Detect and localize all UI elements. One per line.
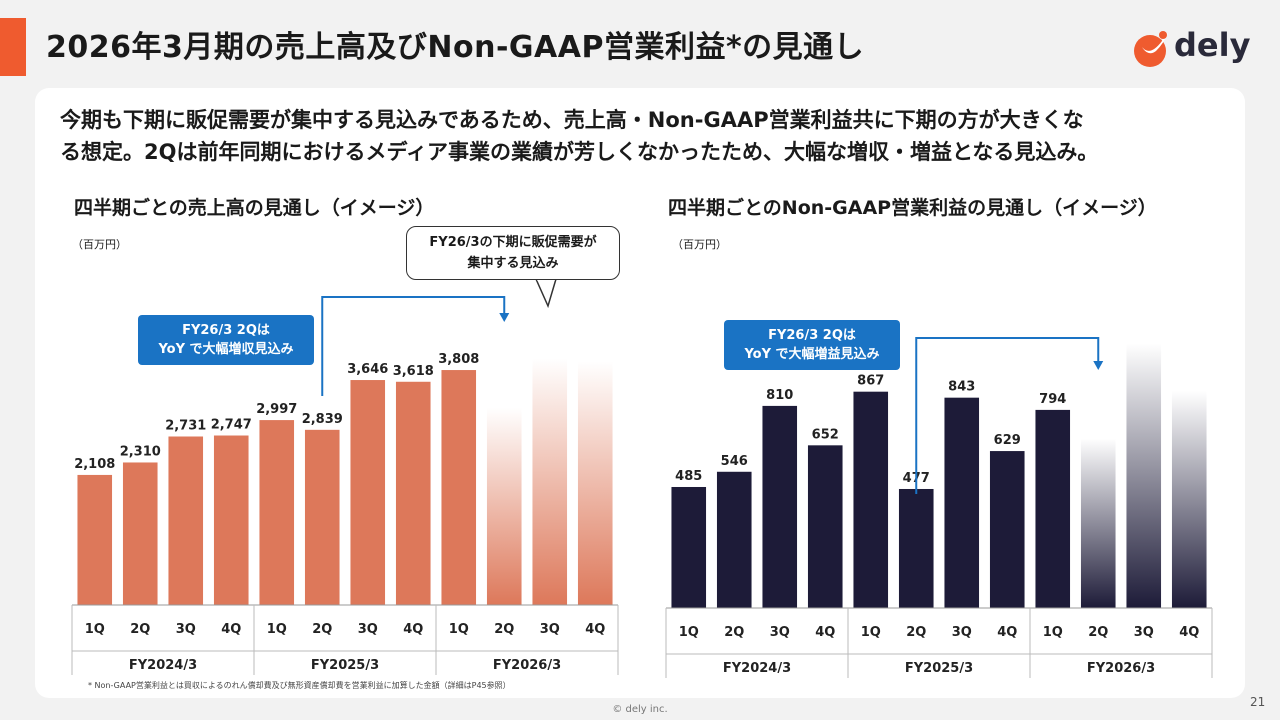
- revenue-callout-line-2: YoY で大幅増収見込み: [158, 342, 294, 357]
- page-title: 2026年3月期の売上高及びNon-GAAP営業利益*の見通し: [46, 30, 865, 65]
- lead-line-2: る想定。2Qは前年同期におけるメディア事業の業績が芳しくなかったため、大幅な増収…: [60, 140, 1099, 164]
- title-accent-bar: [0, 18, 26, 76]
- lead-line-1: 今期も下期に販促需要が集中する見込みであるため、売上高・Non-GAAP営業利益…: [60, 108, 1084, 132]
- second-half-demand-bubble: FY26/3の下期に販促需要が 集中する見込み: [406, 226, 620, 280]
- profit-chart-title: 四半期ごとのNon-GAAP営業利益の見通し（イメージ）: [668, 197, 1157, 219]
- revenue-unit-label: （百万円）: [72, 238, 127, 251]
- logo-text: dely: [1174, 26, 1251, 64]
- dely-logo: dely: [1130, 24, 1250, 74]
- revenue-yoy-callout: FY26/3 2Qは YoY で大幅増収見込み: [138, 315, 314, 365]
- content-card: [35, 88, 1245, 698]
- profit-callout-line-1: FY26/3 2Qは: [768, 328, 856, 343]
- lead-text: 今期も下期に販促需要が集中する見込みであるため、売上高・Non-GAAP営業利益…: [60, 104, 1250, 168]
- page-number: 21: [1250, 695, 1266, 709]
- profit-yoy-callout: FY26/3 2Qは YoY で大幅増益見込み: [724, 320, 900, 370]
- profit-unit-label: （百万円）: [672, 238, 727, 251]
- copyright: © dely inc.: [612, 704, 668, 715]
- bubble-line-1: FY26/3の下期に販促需要が: [429, 235, 597, 250]
- revenue-chart-title: 四半期ごとの売上高の見通し（イメージ）: [74, 197, 435, 219]
- bubble-line-2: 集中する見込み: [467, 256, 559, 271]
- profit-callout-line-2: YoY で大幅増益見込み: [744, 347, 880, 362]
- footnote: * Non-GAAP営業利益とは買収によるのれん償却費及び無形資産償却費を営業利…: [88, 681, 511, 690]
- dely-logo-icon: [1134, 31, 1168, 67]
- revenue-callout-line-1: FY26/3 2Qは: [182, 323, 270, 338]
